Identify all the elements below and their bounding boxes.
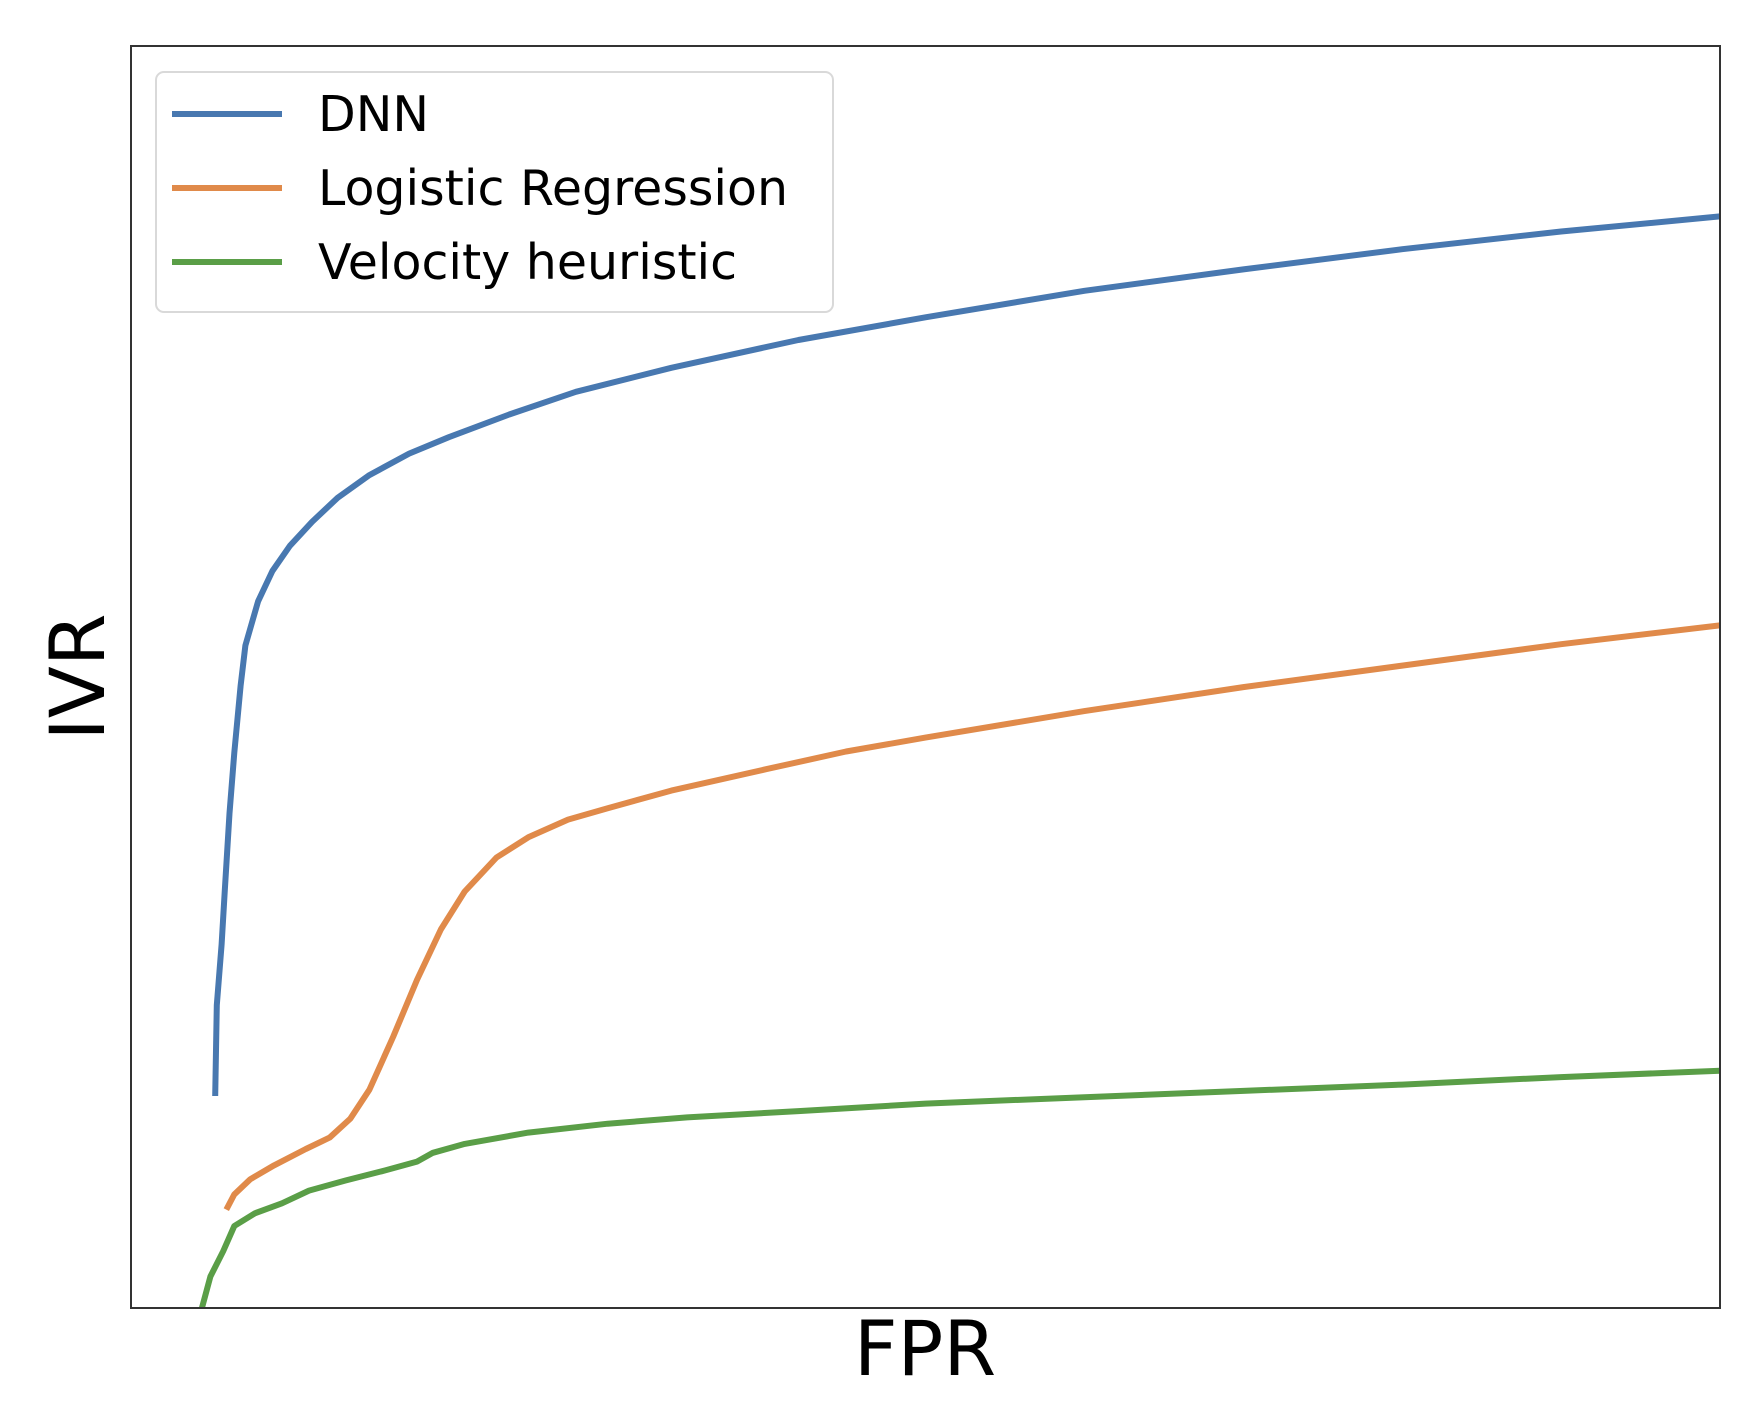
legend-label-logistic-regression: Logistic Regression <box>318 160 788 217</box>
plot-frame <box>130 45 1721 1309</box>
y-axis-title: IVR <box>33 613 122 740</box>
legend-box <box>155 71 834 313</box>
legend-label-dnn: DNN <box>318 86 429 143</box>
series-line-logistic-regression <box>223 622 1720 1211</box>
series-line-dnn <box>212 213 1720 1097</box>
x-axis-title: FPR <box>854 1304 996 1393</box>
plot-lines <box>198 213 1720 1308</box>
legend-label-velocity-heuristic: Velocity heuristic <box>318 234 737 291</box>
legend: DNN Logistic Regression Velocity heuristic <box>155 71 834 313</box>
series-line-velocity-heuristic <box>198 1067 1720 1308</box>
